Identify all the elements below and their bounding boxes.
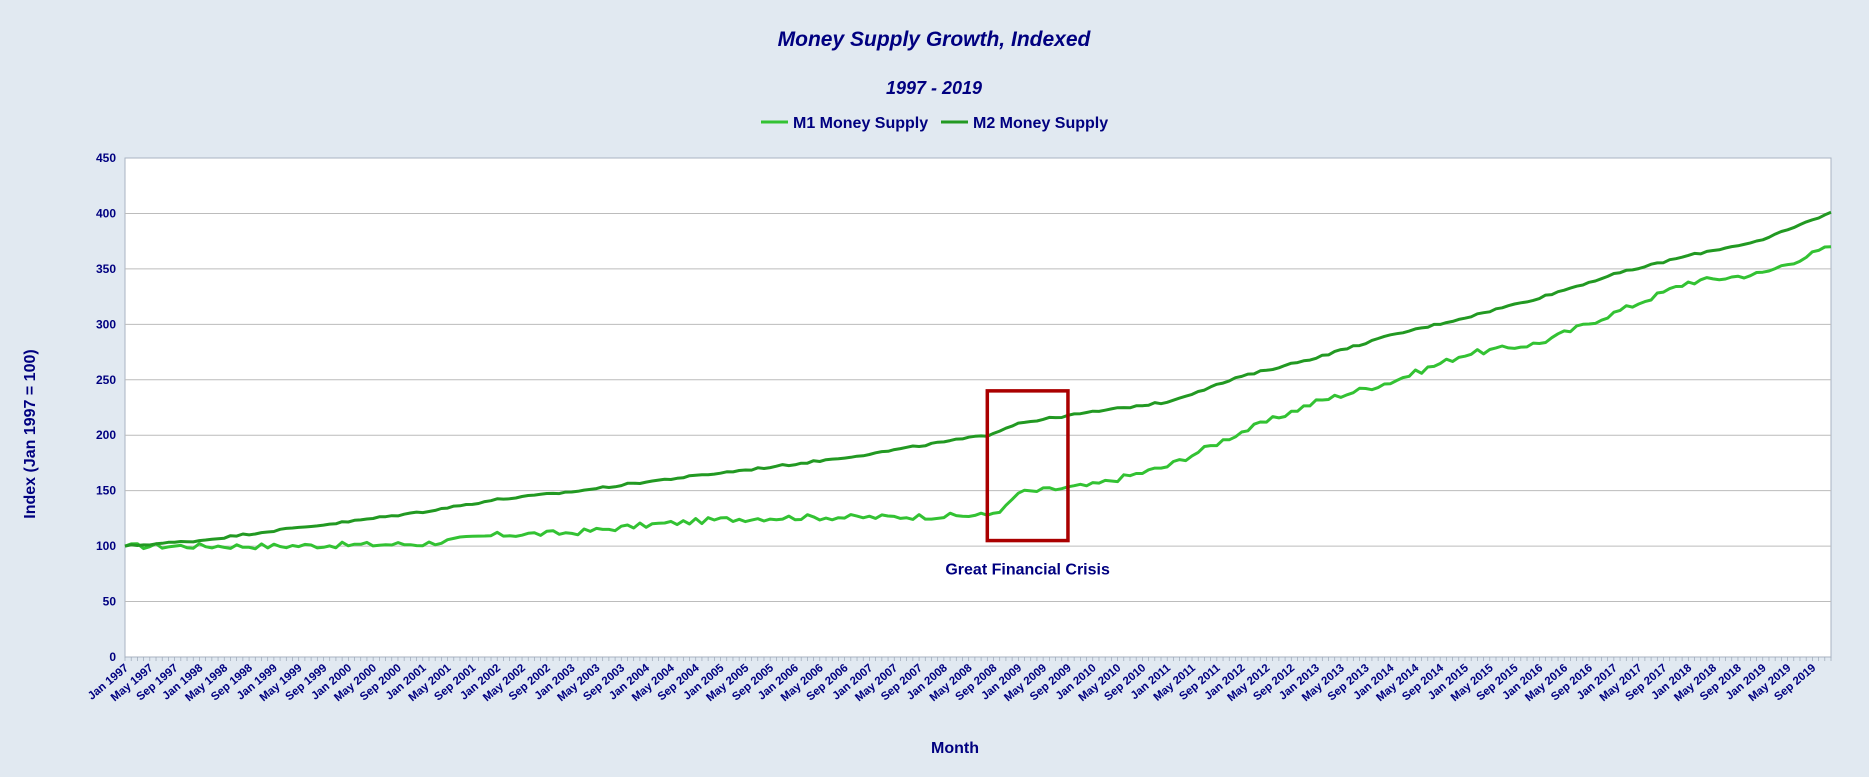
crisis-annotation-label: Great Financial Crisis [945,562,1110,579]
y-axis-title: Index (Jan 1997 = 100) [22,349,39,518]
y-axis-ticks: 0 50 100 150 200 250 300 350 400 450 [96,151,116,664]
series-lines [124,210,1832,551]
crisis-highlight-box [985,389,1070,543]
y-tick-label: 100 [96,539,116,553]
y-tick-label: 0 [109,650,116,664]
annotation: Great Financial Crisis [945,389,1110,579]
y-tick-label: 300 [96,317,116,331]
legend-label-m1: M1 Money Supply [793,115,928,132]
y-tick-label: 250 [96,373,116,387]
legend: M1 Money Supply M2 Money Supply [761,115,1108,132]
y-tick-label: 450 [96,151,116,165]
y-tick-label: 150 [96,484,116,498]
series-line-m1 [124,245,1832,551]
series-line-m2 [124,210,1832,548]
y-tick-label: 50 [103,595,117,609]
plot-area [124,157,1832,658]
legend-label-m2: M2 Money Supply [973,115,1108,132]
chart-subtitle: 1997 - 2019 [886,78,982,98]
y-tick-label: 400 [96,206,116,220]
x-axis-title: Month [931,740,979,757]
y-tick-label: 350 [96,262,116,276]
chart-title: Money Supply Growth, Indexed [778,28,1092,51]
y-tick-label: 200 [96,428,116,442]
